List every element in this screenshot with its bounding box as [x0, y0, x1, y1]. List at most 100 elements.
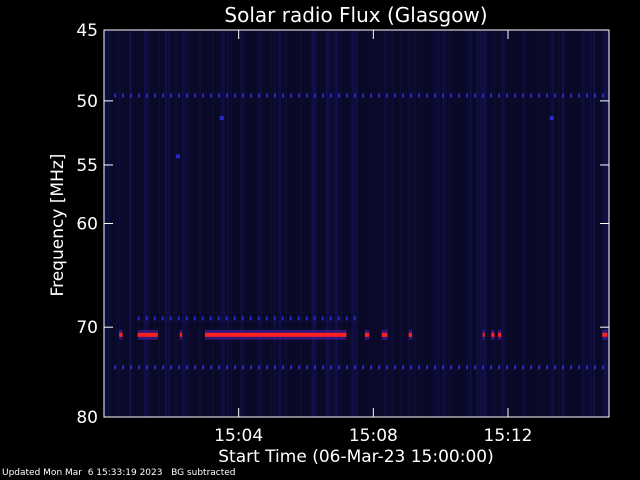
noise-streak [494, 30, 496, 417]
noise-streak [523, 30, 525, 417]
noise-streak [216, 30, 218, 417]
emission-segment [119, 332, 123, 337]
noise-streak [556, 30, 558, 417]
noise-streak [523, 30, 526, 417]
noise-streak [408, 30, 410, 417]
noise-streak [503, 30, 506, 417]
noise-streak [588, 30, 591, 417]
y-tick-label: 55 [76, 156, 98, 176]
noise-streak [212, 30, 214, 417]
noise-streak [391, 30, 393, 417]
noise-streak [159, 30, 161, 417]
noise-streak [350, 30, 352, 417]
axes: 45 50 55 60 70 80 15:04 15:08 15:12 [76, 21, 610, 446]
noise-streak [484, 30, 487, 417]
noise-streak [352, 30, 354, 417]
noise-streak [118, 30, 121, 417]
emission-segment [179, 332, 183, 337]
noise-streak [340, 30, 342, 417]
noise-streak [479, 30, 482, 417]
noise-streak [477, 30, 479, 417]
noise-streak [230, 30, 232, 417]
x-axis-label: Start Time (06-Mar-23 15:00:00) [218, 447, 493, 467]
noise-streak [586, 30, 588, 417]
noise-streak [337, 30, 339, 417]
emission-segment [364, 332, 370, 337]
noise-streak [181, 30, 184, 417]
noise-streak [442, 30, 445, 417]
noise-streak [551, 30, 554, 417]
noise-streak [466, 30, 469, 417]
y-tick-label: 80 [76, 408, 98, 428]
noise-streak [562, 30, 565, 417]
noise-streak [353, 30, 355, 417]
noise-streak [278, 30, 280, 417]
noise-streak [483, 30, 486, 417]
emission-segment [381, 332, 388, 337]
emission-segment [491, 332, 495, 337]
noise-streak [412, 30, 414, 417]
noise-streak [143, 30, 146, 417]
noise-streak [300, 30, 302, 417]
noise-streak [166, 30, 168, 417]
x-tick-label: 15:04 [214, 426, 263, 446]
noise-streak [354, 30, 356, 417]
noise-streak [227, 30, 229, 417]
emission-segment [137, 332, 158, 337]
x-tick-label: 15:08 [349, 426, 398, 446]
noise-streak [552, 30, 554, 417]
noise-streak [175, 30, 177, 417]
noise-streak [391, 30, 394, 417]
plot-area [104, 30, 609, 417]
y-tick-label: 60 [76, 215, 98, 235]
footer-note: BG subtracted [171, 468, 236, 478]
y-axis-label: Frequency [MHz] [48, 154, 68, 297]
emission-segment [408, 332, 413, 337]
chart-title: Solar radio Flux (Glasgow) [224, 3, 487, 27]
noise-streak [540, 30, 542, 417]
y-tick-label: 50 [76, 92, 98, 112]
noise-streak [422, 30, 424, 417]
noise-streak [523, 30, 525, 417]
noise-streak [335, 30, 338, 417]
noise-streak [145, 30, 147, 417]
noise-streak [593, 30, 596, 417]
noise-streak [130, 30, 132, 417]
noise-streak [164, 30, 167, 417]
noise-streak [331, 30, 333, 417]
noise-streak [476, 30, 478, 417]
noise-streak [481, 30, 484, 417]
noise-streak [146, 30, 148, 417]
noise-streak [355, 30, 358, 417]
noise-streak [387, 30, 389, 417]
noise-streak [550, 30, 552, 417]
spot-point [549, 116, 554, 121]
noise-streak [147, 30, 149, 417]
noise-streak [501, 30, 504, 417]
spot-point [219, 116, 224, 121]
noise-streak [419, 30, 421, 417]
noise-streak [116, 30, 118, 417]
noise-streak [437, 30, 440, 417]
noise-streak [312, 30, 315, 417]
noise-streak [184, 30, 187, 417]
noise-streak [314, 30, 317, 417]
noise-streak [311, 30, 313, 417]
noise-streak [469, 30, 472, 417]
emission-segment [602, 332, 608, 337]
noise-streak [313, 30, 315, 417]
noise-streak [270, 30, 272, 417]
noise-streak [399, 30, 401, 417]
noise-streak [583, 30, 586, 417]
noise-streak [227, 30, 229, 417]
x-tick-label: 15:12 [484, 426, 533, 446]
noise-streak [448, 30, 451, 417]
noise-streak [240, 30, 243, 417]
noise-streak [331, 30, 333, 417]
noise-streak [380, 30, 382, 417]
emission-segment [482, 332, 485, 337]
noise-streak [199, 30, 201, 417]
spot-point [176, 154, 181, 159]
noise-streak [478, 30, 480, 417]
